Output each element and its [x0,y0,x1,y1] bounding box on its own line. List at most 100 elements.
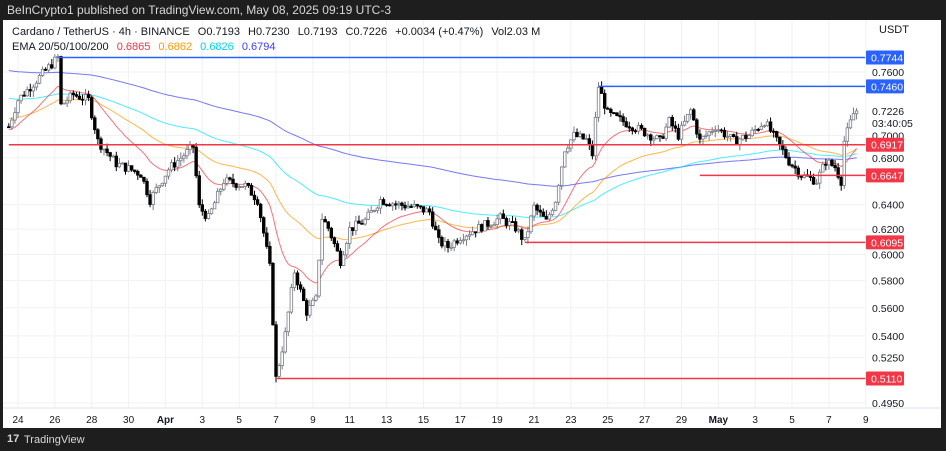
y-tick-label: 0.6800 [872,153,904,165]
chart-legend: Cardano / TetherUS · 4h · BINANCE O0.719… [12,25,540,55]
symbol-label[interactable]: Cardano / TetherUS · 4h · BINANCE [12,26,190,38]
candle-down [96,129,100,140]
candle-down [775,131,779,138]
candle-down [590,144,595,157]
candle-up [814,182,819,185]
candle-down [784,149,788,158]
y-tick-label: 0.4950 [872,398,904,410]
ema-row: EMA 20/50/100/200 0.6865 0.6862 0.6826 0… [12,40,540,55]
candle-up [851,113,856,121]
candle-down [544,215,549,220]
candle-down [501,213,506,219]
candle-up [507,221,512,226]
candle-up [154,187,158,193]
candle-down [824,163,828,166]
candle-down [197,175,201,206]
candle-up [449,246,453,249]
candle-down [234,183,238,188]
candle-up [34,82,39,88]
x-tick-label: 5 [236,415,242,426]
ema200-line [8,70,857,187]
candle-up [827,159,831,166]
currency-label[interactable]: USDT [879,24,909,36]
candle-up [53,56,57,69]
candle-down [692,109,696,121]
candle-up [762,125,767,128]
candle-down [440,237,444,247]
level-label: 0.7744 [871,53,903,65]
candle-down [231,178,235,185]
y-tick-label: 0.6200 [872,224,904,236]
candle-down [86,94,91,99]
candle-up [62,102,66,105]
candle-down [77,95,82,100]
candles-layer [7,54,859,383]
candle-up [179,157,183,162]
candle-down [446,240,450,249]
candle-up [320,219,324,261]
candle-down [394,203,398,206]
candle-up [495,218,499,226]
x-tick-label: 21 [528,415,540,426]
candle-down [633,130,638,133]
candle-up [842,140,846,186]
candle-up [526,231,530,238]
candle-up [655,135,659,140]
level-badge [866,79,904,94]
candle-down [129,165,134,171]
candle-down [437,229,441,238]
candle-up [707,131,711,136]
candle-down [473,231,478,234]
candle-down [793,165,797,169]
candle-up [65,100,69,104]
candle-down [642,127,647,137]
candle-down [74,94,79,97]
candle-down [618,115,622,118]
bar-countdown: 03:40:05 [872,118,913,130]
candle-down [228,177,232,180]
candle-down [427,208,432,213]
x-tick-label: 28 [86,415,98,426]
level-badge [866,137,904,152]
candle-down [434,225,438,231]
candle-down [246,182,251,186]
candle-up [68,92,72,102]
candle-up [378,199,383,209]
candle-up [556,185,561,203]
candle-down [771,130,776,133]
candle-down [808,175,813,178]
candle-up [369,210,373,213]
chart-panel[interactable] [3,20,941,428]
candle-down [510,221,515,223]
candle-down [575,131,579,137]
x-tick-label: 5 [789,415,795,426]
candle-up [759,125,764,130]
candle-down [298,284,303,290]
ema200-value: 0.6794 [241,41,276,53]
candle-up [516,229,521,232]
ema-label[interactable]: EMA 20/50/100/200 [12,41,109,53]
x-tick-label: 24 [12,415,24,426]
volume-value: Vol2.03 M [491,26,541,38]
candle-down [504,218,509,226]
candle-down [722,129,727,138]
candle-down [338,250,343,266]
x-tick-label: 30 [123,415,135,426]
candle-down [621,116,625,123]
candle-up [489,225,493,228]
candle-up [547,214,552,220]
candle-up [636,125,641,132]
candle-up [467,234,472,237]
candle-up [37,75,42,84]
candle-up [151,192,155,205]
candle-down [203,210,208,219]
y-tick-label: 0.6400 [872,200,904,212]
candle-up [596,86,601,118]
ema50-value: 0.6862 [158,41,193,53]
candle-up [750,129,754,137]
publish-text: BeInCrypto1 published on TradingView.com… [7,3,391,17]
candle-down [627,126,631,129]
candle-up [458,240,463,244]
candle-down [630,127,635,132]
